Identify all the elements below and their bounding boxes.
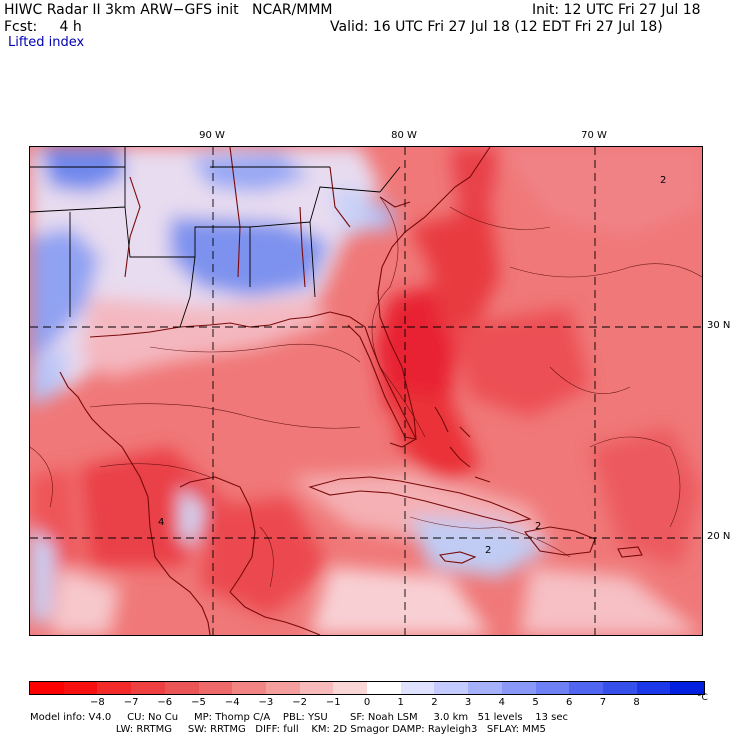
colorbar-swatch xyxy=(670,682,705,694)
colorbar-tick-label: −3 xyxy=(258,697,274,708)
contour-label-group: 2 4 2 2 xyxy=(158,175,666,556)
contour-label: 2 xyxy=(485,545,491,556)
lon-label-90w: 90 W xyxy=(199,130,225,141)
colorbar-tick-label: 1 xyxy=(397,697,404,708)
colorbar-swatch xyxy=(265,682,300,694)
forecast-hour: Fcst: 4 h xyxy=(4,19,82,35)
colorbar-swatch xyxy=(131,682,165,694)
colorbar-tick-label: −6 xyxy=(157,697,173,708)
colorbar-swatch xyxy=(468,682,502,694)
lat-label-20n: 20 N xyxy=(707,531,731,542)
shaded-field xyxy=(30,147,702,635)
contour-label: 4 xyxy=(158,517,164,528)
model-title: HIWC Radar II 3km ARW−GFS init NCAR/MMM xyxy=(4,2,333,18)
colorbar-swatch xyxy=(569,682,603,694)
colorbar-tick-label: 0 xyxy=(363,697,371,708)
lat-lon-grid xyxy=(30,147,702,635)
colorbar-tick-label: 7 xyxy=(599,697,607,708)
colorbar-tick-label: −8 xyxy=(90,697,105,708)
map-canvas: 2 4 2 2 xyxy=(30,147,702,635)
colorbar-tick-label: 2 xyxy=(431,697,438,708)
colorbar-tick-label: 8 xyxy=(633,697,640,708)
field-name: Lifted index xyxy=(8,35,85,50)
colorbar-swatch xyxy=(434,682,469,694)
colorbar-swatch xyxy=(164,682,199,694)
colorbar-tick-label: −4 xyxy=(224,697,240,708)
colorbar-swatch xyxy=(333,682,368,694)
lifted-index-contours xyxy=(30,196,702,588)
lat-label-30n: 30 N xyxy=(707,320,731,331)
colorbar-tick-label: −7 xyxy=(123,697,139,708)
colorbar-swatch xyxy=(636,682,671,694)
colorbar-tick-label: 3 xyxy=(464,697,472,708)
colorbar-swatch xyxy=(400,682,435,694)
colorbar-swatch xyxy=(63,682,98,694)
colorbar-swatch xyxy=(501,682,536,694)
colorbar-swatch xyxy=(299,682,334,694)
colorbar-tick-label: 5 xyxy=(532,697,539,708)
state-borders xyxy=(30,147,401,328)
colorbar-swatch xyxy=(367,682,401,694)
colorbar-tick-label: 6 xyxy=(566,697,573,708)
colorbar-swatch xyxy=(198,682,233,694)
colorbar-swatch xyxy=(535,682,570,694)
colorbar-swatch xyxy=(602,682,637,694)
colorbar-tick-label: 4 xyxy=(498,697,505,708)
model-info-line1: Model info: V4.0 CU: No Cu MP: Thomp C/A… xyxy=(30,712,569,723)
colorbar-swatch xyxy=(97,682,132,694)
colorbar-swatch xyxy=(232,682,266,694)
lifted-index-map: 2 4 2 2 xyxy=(29,146,703,636)
lon-label-70w: 70 W xyxy=(581,130,607,141)
model-info-line2: LW: RRTMG SW: RRTMG DIFF: full KM: 2D Sm… xyxy=(30,724,546,735)
contour-label: 2 xyxy=(535,521,541,532)
contour-label: 2 xyxy=(660,175,666,186)
colorbar-tick-label: −2 xyxy=(292,697,307,708)
colorbar-tick-label: −1 xyxy=(325,697,341,708)
valid-time: Valid: 16 UTC Fri 27 Jul 18 (12 EDT Fri … xyxy=(330,19,663,35)
colorbar-unit: °C xyxy=(697,693,708,703)
colorbar-tick-label: −5 xyxy=(191,697,206,708)
colorbar xyxy=(29,681,705,695)
colorbar-swatch xyxy=(30,682,64,694)
coastlines xyxy=(59,147,643,635)
init-time: Init: 12 UTC Fri 27 Jul 18 xyxy=(532,2,701,18)
lon-label-80w: 80 W xyxy=(391,130,417,141)
